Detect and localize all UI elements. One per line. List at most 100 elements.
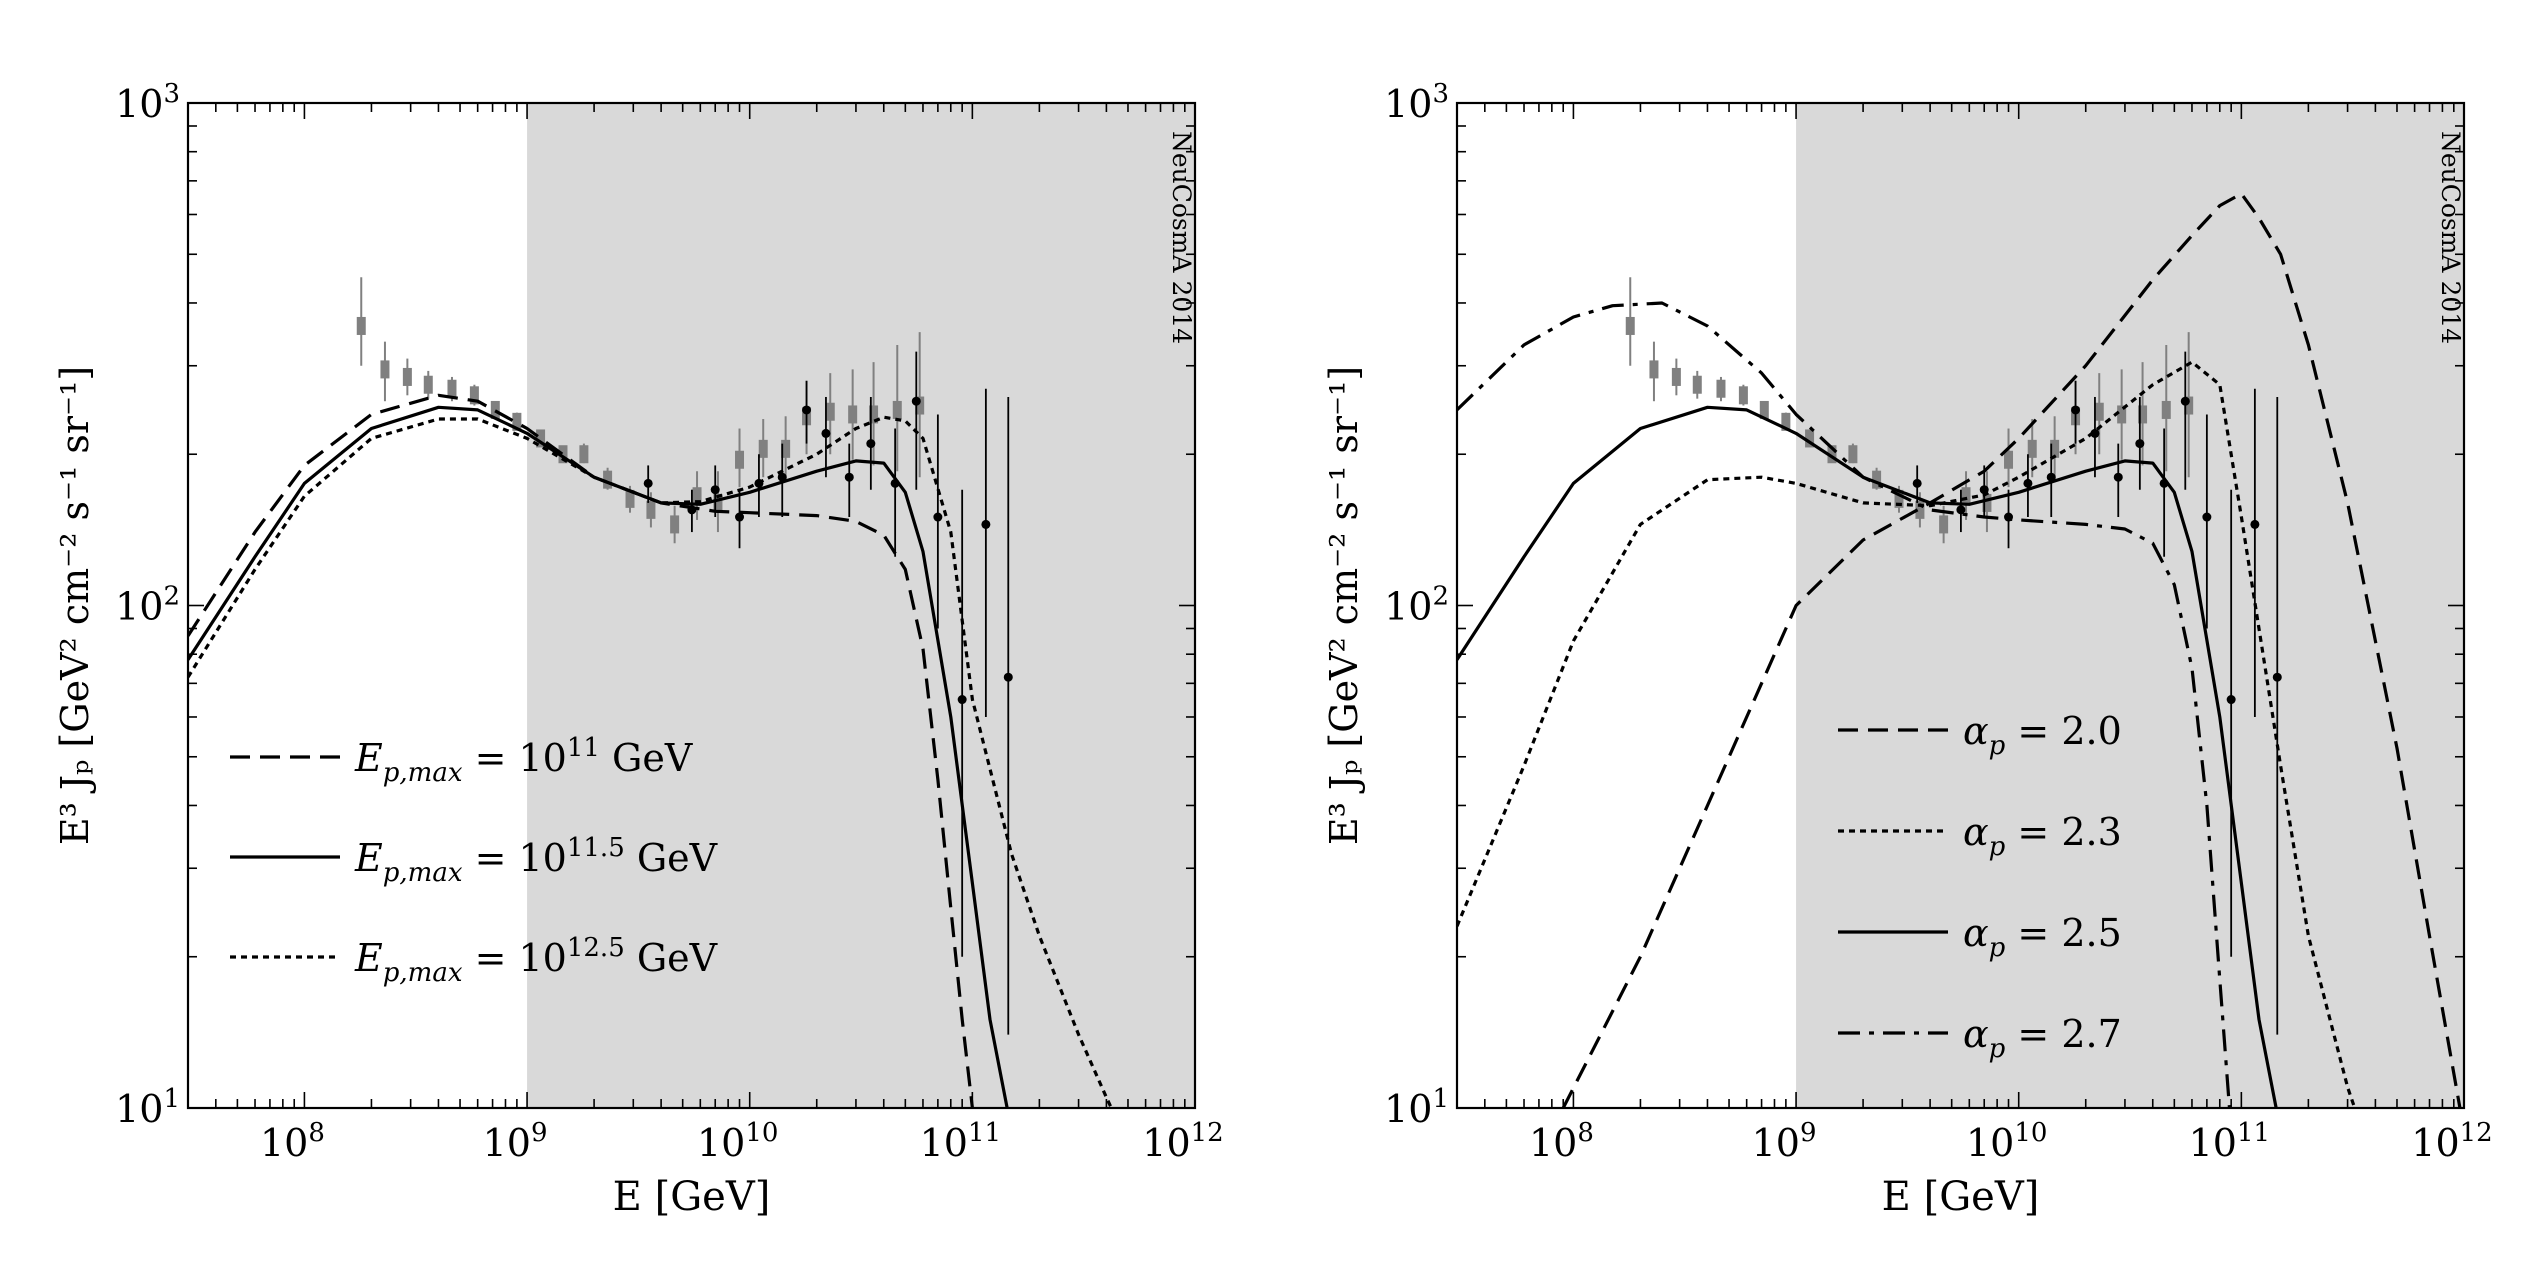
x-tick-label: 1012: [1142, 1118, 1223, 1165]
legend-unit: GeV: [625, 936, 718, 980]
auger-point: [670, 515, 680, 534]
auger-point: [1625, 316, 1635, 335]
legend-entry-label: Ep,max = 1011.5 GeV: [354, 833, 718, 888]
auger-point: [512, 412, 522, 431]
legend-entry-label: αp = 2.0: [1963, 709, 2122, 761]
legend-subscript: p,max: [383, 758, 463, 788]
y-tick-label: 102: [115, 582, 180, 629]
auger-point: [2184, 396, 2194, 415]
auger-point: [2161, 400, 2171, 419]
ta-point: [866, 439, 876, 449]
legend-subscript: p,max: [383, 858, 463, 888]
ta-point: [2250, 519, 2260, 529]
auger-point: [1894, 489, 1904, 508]
auger-point: [402, 367, 412, 386]
auger-point: [1848, 445, 1858, 464]
y-tick-label: 101: [115, 1084, 180, 1131]
y-tick-label: 102: [1384, 582, 1449, 629]
auger-point: [423, 375, 433, 394]
ta-point: [2113, 472, 2123, 482]
y-axis-label: E³ Jₚ [GeV² cm⁻² s⁻¹ sr⁻¹]: [53, 366, 97, 845]
y-tick-exp: 3: [1432, 79, 1449, 109]
x-tick-label: 109: [483, 1118, 548, 1165]
auger-point: [1692, 375, 1702, 394]
legend-symbol: α: [1963, 810, 1989, 854]
y-tick-exp: 3: [163, 79, 180, 109]
x-tick-base: 10: [1966, 1121, 2014, 1165]
auger-point: [1716, 379, 1726, 398]
series-line-solid: [188, 405, 1009, 1108]
y-tick-base: 10: [1384, 1087, 1432, 1131]
auger-point: [1827, 445, 1837, 464]
ta-point: [844, 472, 854, 482]
legend: αp = 2.0αp = 2.3αp = 2.5αp = 2.7: [1838, 709, 2122, 1064]
auger-point: [558, 445, 568, 464]
y-tick-base: 10: [1384, 585, 1432, 629]
auger-point: [603, 470, 613, 489]
auger-point: [1961, 487, 1971, 506]
y-tick-exp: 2: [163, 582, 180, 612]
x-tick-label: 108: [260, 1118, 325, 1165]
y-tick-base: 10: [115, 1087, 163, 1131]
x-tick-base: 10: [1529, 1121, 1577, 1165]
x-tick-exp: 10: [2014, 1118, 2047, 1148]
legend-subscript: p: [1989, 1034, 2006, 1064]
series-line-dotted: [1457, 360, 2357, 1108]
auger-point: [2094, 402, 2104, 421]
legend-equals: = 10: [462, 836, 566, 880]
series-line-dashdot: [1457, 301, 2232, 1108]
ta-point: [2090, 428, 2100, 438]
x-tick-base: 10: [1142, 1121, 1190, 1165]
series-line-dotted: [188, 415, 1114, 1108]
data-ta: [643, 351, 1013, 1035]
auger-point: [1671, 367, 1681, 386]
auger-point: [781, 439, 791, 458]
auger-point: [579, 445, 589, 464]
auger-point: [1939, 515, 1949, 534]
y-tick-base: 10: [115, 585, 163, 629]
auger-point: [380, 360, 390, 379]
auger-point: [625, 489, 635, 508]
legend-symbol: E: [354, 936, 383, 980]
x-tick-exp: 9: [531, 1118, 548, 1148]
x-tick-base: 10: [1752, 1121, 1800, 1165]
x-tick-label: 108: [1529, 1118, 1594, 1165]
plot-area: [188, 277, 1114, 1108]
legend-symbol: α: [1963, 911, 1989, 955]
legend-unit: GeV: [625, 836, 718, 880]
y-tick-base: 10: [115, 82, 163, 126]
auger-point: [1781, 412, 1791, 431]
auger-point: [2117, 405, 2127, 424]
auger-point: [2050, 439, 2060, 458]
legend-entry-label: Ep,max = 1012.5 GeV: [354, 933, 718, 988]
ta-point: [933, 512, 943, 522]
legend-superscript: 12.5: [567, 933, 625, 963]
y-axis-label: E³ Jₚ [GeV² cm⁻² s⁻¹ sr⁻¹]: [1322, 366, 1366, 845]
auger-point: [692, 487, 702, 506]
ta-point: [1956, 505, 1966, 515]
auger-point: [646, 500, 656, 519]
y-tick-label: 101: [1384, 1084, 1449, 1131]
x-tick-exp: 8: [1577, 1118, 1594, 1148]
legend-subscript: p: [1989, 933, 2006, 963]
ta-point: [2023, 478, 2033, 488]
auger-point: [356, 316, 366, 335]
ta-point: [2180, 396, 2190, 406]
legend-subscript: p,max: [383, 958, 463, 988]
x-tick-base: 10: [697, 1121, 745, 1165]
x-tick-exp: 11: [968, 1118, 1001, 1148]
x-axis-label: E [GeV]: [613, 1174, 771, 1220]
auger-point: [536, 429, 546, 448]
legend-entry-label: Ep,max = 1011 GeV: [354, 733, 693, 788]
auger-point: [1915, 500, 1925, 519]
auger-point: [1982, 493, 1992, 512]
series-line-solid: [1457, 405, 2278, 1108]
auger-point: [490, 400, 500, 419]
legend: Ep,max = 1011 GeV Ep,max = 1011.5 GeV Ep,m…: [230, 733, 718, 988]
y-tick-base: 10: [1384, 82, 1432, 126]
x-tick-exp: 12: [2460, 1118, 2493, 1148]
auger-point: [758, 439, 768, 458]
x-tick-base: 10: [483, 1121, 531, 1165]
